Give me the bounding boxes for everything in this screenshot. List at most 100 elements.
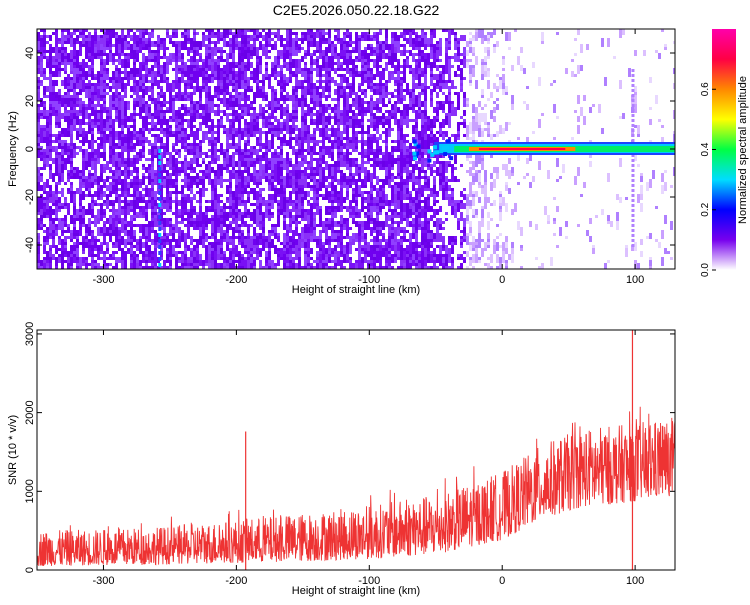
spike-column-cell (631, 129, 634, 132)
colorbar-tick-label: 0.6 (700, 82, 711, 96)
x-tick-label: 0 (499, 575, 505, 587)
spike-column-cell (631, 174, 634, 177)
vertical-streak-cell (158, 239, 161, 243)
y-tick-label: 40 (24, 47, 36, 59)
vertical-streak-cell (158, 203, 161, 207)
spike-column-cell (631, 224, 634, 227)
signal-onset-cell (443, 152, 447, 156)
spectrogram-x-label: Height of straight line (km) (292, 284, 420, 296)
y-tick-label: 2000 (24, 400, 36, 424)
spike-column-cell (631, 94, 634, 97)
colorbar-tick-label: 0.2 (700, 202, 711, 216)
x-tick-label: -300 (92, 274, 114, 286)
spike-column-cell (631, 244, 634, 247)
vertical-streak-cell (158, 221, 161, 225)
vertical-streak-cell (158, 161, 161, 165)
spike-column-cell (631, 199, 634, 202)
y-tick-label: 0 (24, 567, 36, 573)
spike-column-cell (631, 134, 634, 137)
signal-onset-cell (417, 145, 421, 149)
spike-column-cell (631, 99, 634, 102)
signal-onset-cell (449, 156, 453, 160)
vertical-streak-cell (158, 173, 161, 177)
signal-onset-cell (445, 146, 449, 150)
spike-column-cell (631, 179, 634, 182)
signal-onset-cell (446, 139, 450, 143)
signal-band-core (479, 148, 565, 150)
y-tick-label: 0 (24, 146, 36, 152)
spike-column-cell (631, 189, 634, 192)
y-tick-label: -40 (24, 237, 36, 253)
x-tick-label: 100 (626, 575, 644, 587)
spike-column-cell (631, 74, 634, 77)
spike-column-cell (631, 234, 634, 237)
snr-series (37, 330, 675, 570)
snr-panel (37, 330, 675, 570)
spike-column-cell (631, 159, 634, 162)
spike-column-cell (631, 204, 634, 207)
spike-column-cell (631, 109, 634, 112)
vertical-streak-cell (158, 197, 161, 201)
vertical-streak-cell (158, 155, 161, 159)
x-tick-label: -200 (225, 274, 247, 286)
spike-column-cell (631, 169, 634, 172)
vertical-streak-cell (158, 227, 161, 231)
snr-line (37, 407, 675, 566)
vertical-streak-cell (158, 263, 161, 267)
spike-column-cell (631, 194, 634, 197)
spike-column-cell (631, 229, 634, 232)
y-tick-label: 3000 (24, 322, 36, 346)
vertical-streak-cell (158, 209, 161, 213)
chart-title: C2E5.2026.050.22.18.G22 (273, 2, 440, 18)
vertical-streak-cell (158, 191, 161, 195)
vertical-streak-cell (158, 257, 161, 261)
signal-onset-cell (427, 159, 431, 163)
x-tick-label: -300 (92, 575, 114, 587)
spike-column-cell (631, 104, 634, 107)
signal-onset-cell (412, 152, 416, 156)
y-tick-label: -20 (24, 189, 36, 205)
spike-column-cell (631, 184, 634, 187)
spike-column-cell (631, 139, 634, 142)
vertical-streak-cell (158, 251, 161, 255)
vertical-streak-cell (158, 215, 161, 219)
spike-column-cell (631, 124, 634, 127)
x-tick-label: -200 (225, 575, 247, 587)
spike-column-cell (631, 89, 634, 92)
spike-column-cell (631, 69, 634, 72)
snr-x-label: Height of straight line (km) (292, 585, 420, 597)
spectrogram-cells (37, 29, 676, 275)
vertical-streak-cell (158, 149, 161, 153)
signal-onset-cell (413, 156, 417, 160)
spike-column-cell (631, 209, 634, 212)
vertical-streak-cell (158, 233, 161, 237)
y-tick-label: 1000 (24, 479, 36, 503)
signal-onset-cell (427, 149, 431, 153)
spike-column-cell (631, 114, 634, 117)
spectrogram-panel (37, 29, 676, 275)
spike-column-cell (631, 79, 634, 82)
vertical-streak-cell (158, 179, 161, 183)
colorbar-label: Normalized spectral amplitude (737, 76, 749, 224)
signal-onset-cell (433, 145, 437, 149)
x-tick-label: 100 (626, 274, 644, 286)
signal-onset-cell (413, 139, 417, 143)
vertical-streak-cell (158, 185, 161, 189)
y-tick-label: 20 (24, 95, 36, 107)
colorbar-tick-label: 0.4 (700, 142, 711, 156)
snr-y-label: SNR (10 * v/v) (7, 415, 19, 485)
colorbar-tick-label: 0.0 (700, 263, 711, 277)
vertical-streak-cell (158, 245, 161, 249)
spectrogram-y-label: Frequency (Hz) (7, 111, 19, 187)
signal-onset-cell (433, 150, 437, 154)
spike-column-cell (631, 164, 634, 167)
vertical-streak-cell (158, 167, 161, 171)
spike-column-cell (631, 239, 634, 242)
spike-column-cell (631, 219, 634, 222)
spike-column-cell (631, 119, 634, 122)
spike-column-cell (631, 214, 634, 217)
spike-column-cell (631, 84, 634, 87)
x-tick-label: 0 (499, 274, 505, 286)
